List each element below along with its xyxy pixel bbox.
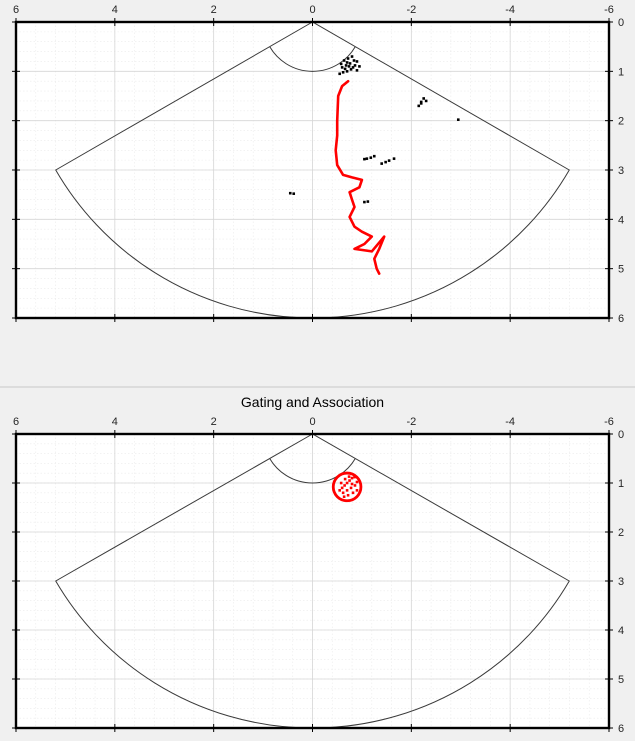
detection-point (417, 104, 421, 108)
x-tick-label: -2 (406, 4, 416, 16)
y-tick-label: 0 (618, 429, 624, 441)
y-tick-label: 1 (618, 66, 624, 78)
detection-point (343, 484, 346, 487)
x-tick-label: -6 (604, 416, 614, 428)
x-tick-label: 0 (309, 4, 315, 16)
y-tick-label: 2 (618, 527, 624, 539)
detection-point (340, 66, 344, 69)
detection-point (384, 160, 387, 164)
detection-point (349, 68, 353, 71)
detection-point (347, 65, 351, 68)
detection-point (353, 64, 357, 67)
track-history-line (334, 79, 386, 275)
x-tick-label: 4 (112, 416, 118, 428)
y-tick-label: 3 (618, 165, 624, 177)
sector-inner-arc (269, 46, 356, 72)
gate-circle (331, 471, 363, 503)
detection-point (358, 65, 361, 68)
detection-point (355, 480, 359, 484)
y-tick-label: 6 (618, 723, 624, 735)
x-tick-label: 6 (13, 4, 19, 16)
ticks: 6 4 2 0 -2 -4 -6 0 1 2 3 4 5 6 (12, 416, 624, 735)
detection-point (341, 71, 345, 74)
detection-point (366, 200, 370, 203)
y-tick-label: 6 (618, 313, 624, 325)
y-tick-label: 3 (618, 576, 624, 588)
detection-point (350, 476, 354, 480)
detection-point (288, 191, 292, 195)
detection-point (345, 61, 349, 64)
x-tick-label: 2 (211, 4, 217, 16)
detection-point (353, 484, 357, 487)
sector-inner-arc (269, 458, 356, 484)
detection-point (419, 102, 423, 105)
x-tick-label: 4 (112, 4, 118, 16)
detection-point (369, 156, 373, 159)
detection-point (355, 489, 359, 492)
detection-point (342, 495, 346, 499)
y-tick-label: 5 (618, 674, 624, 686)
detection-point (419, 100, 423, 104)
detection-point (343, 67, 347, 71)
detection-point (345, 481, 349, 485)
detection-point (348, 62, 352, 65)
y-tick-label: 5 (618, 264, 624, 276)
detection-point (350, 55, 354, 58)
y-tick-label: 0 (618, 17, 624, 29)
y-tick-label: 4 (618, 625, 624, 637)
x-tick-label: 6 (13, 416, 19, 428)
detection-point (340, 486, 344, 490)
detection-point (346, 57, 350, 60)
detection-point (355, 69, 359, 72)
detection-point (353, 475, 356, 479)
detection-point (343, 477, 347, 481)
detection-point (339, 62, 343, 66)
detection-point (339, 481, 343, 485)
detection-point (338, 72, 341, 76)
detection-point (347, 475, 351, 478)
detection-point (338, 489, 341, 492)
detection-point (341, 491, 345, 495)
x-tick-label: 2 (211, 416, 217, 428)
detection-point (363, 157, 366, 161)
detection-point (348, 479, 351, 482)
detection-point (346, 493, 350, 497)
detection-point (422, 97, 425, 100)
axes-gating-and-association: 6 4 2 0 -2 -4 -6 0 1 2 3 4 5 6 Gating and Association (12, 394, 624, 735)
x-tick-label: -4 (505, 416, 515, 428)
detection-point (363, 200, 366, 204)
y-tick-label: 2 (618, 116, 624, 128)
detection-point (292, 192, 296, 195)
detection-point (350, 482, 354, 486)
detection-point (372, 154, 376, 158)
detections-series-1 (288, 55, 460, 204)
axes-top: 6 4 2 0 -2 -4 -6 0 1 2 3 4 5 6 (12, 4, 624, 325)
detection-point (355, 60, 359, 63)
x-tick-label: -2 (406, 416, 416, 428)
chart-title: Gating and Association (241, 394, 384, 410)
detection-point (365, 157, 369, 160)
detection-point (351, 491, 355, 495)
detection-point (349, 486, 353, 490)
y-tick-label: 4 (618, 214, 624, 226)
detection-point (380, 162, 383, 165)
detection-point (424, 99, 428, 103)
detection-point (352, 59, 356, 62)
detection-point (351, 66, 355, 69)
detection-point (344, 64, 348, 67)
y-tick-label: 1 (618, 478, 624, 490)
detection-point (342, 59, 346, 62)
x-tick-label: 0 (309, 416, 315, 428)
detection-point (345, 70, 349, 73)
ticks: 6 4 2 0 -2 -4 -6 0 1 2 3 4 5 6 (12, 4, 624, 325)
detection-point (345, 489, 349, 492)
detection-point (387, 159, 391, 162)
x-tick-label: -4 (505, 4, 515, 16)
detections-series-0 (338, 475, 359, 499)
detection-point (456, 118, 460, 121)
x-tick-label: -6 (604, 4, 614, 16)
detection-point (392, 157, 396, 160)
